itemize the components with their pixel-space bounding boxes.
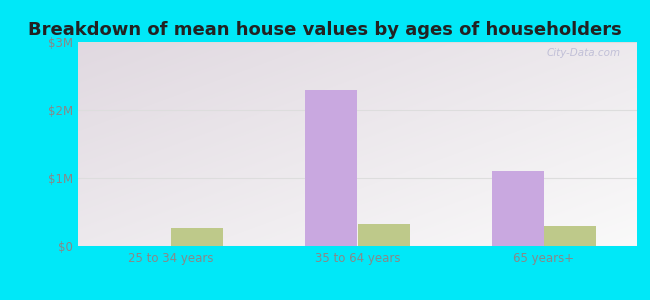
Text: City-Data.com: City-Data.com	[546, 48, 620, 58]
Legend: 	[320, 281, 330, 291]
Bar	[306, 90, 358, 246]
Bar	[171, 228, 224, 246]
Text: Breakdown of mean house values by ages of householders: Breakdown of mean house values by ages o…	[28, 21, 622, 39]
Bar	[544, 226, 596, 246]
Bar	[491, 171, 544, 246]
Bar	[358, 224, 410, 246]
